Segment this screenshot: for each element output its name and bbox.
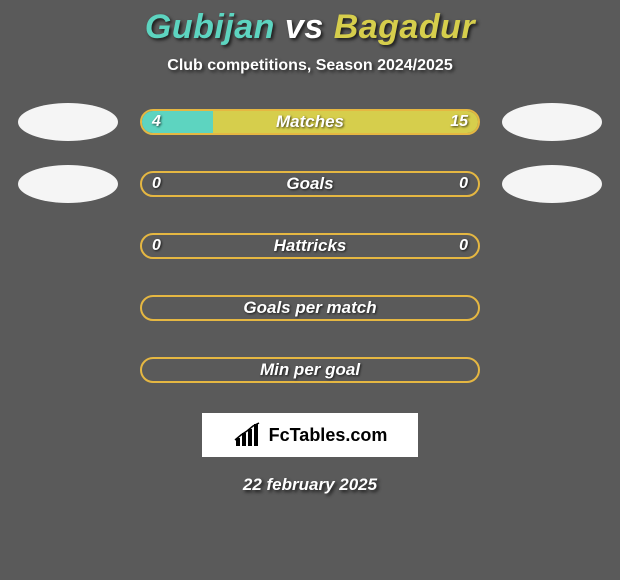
badge-placeholder	[502, 227, 602, 265]
team-right-badge-icon	[502, 165, 602, 203]
badge-placeholder	[18, 227, 118, 265]
stat-bar-goals-per-match: Goals per match	[140, 295, 480, 321]
badge-placeholder	[502, 351, 602, 389]
logo-chart-icon	[233, 422, 263, 448]
stat-label: Goals	[142, 173, 478, 195]
stats-container: 4Matches150Goals00Hattricks0Goals per ma…	[0, 103, 620, 389]
stat-row-matches: 4Matches15	[0, 103, 620, 141]
stat-value-right: 0	[459, 235, 468, 257]
team-right-name: Bagadur	[334, 8, 475, 46]
stat-label: Matches	[142, 111, 478, 133]
stat-row-min-per-goal: Min per goal	[0, 351, 620, 389]
stat-value-right: 0	[459, 173, 468, 195]
stat-label: Goals per match	[142, 297, 478, 319]
logo-text: FcTables.com	[269, 425, 388, 446]
content-wrapper: Gubijan vs Bagadur Club competitions, Se…	[0, 0, 620, 580]
stat-label: Min per goal	[142, 359, 478, 381]
stat-bar-goals: 0Goals0	[140, 171, 480, 197]
stat-bar-min-per-goal: Min per goal	[140, 357, 480, 383]
badge-placeholder	[18, 351, 118, 389]
team-left-badge-icon	[18, 103, 118, 141]
page-title: Gubijan vs Bagadur	[0, 8, 620, 47]
site-logo[interactable]: FcTables.com	[202, 413, 418, 457]
stat-bar-matches: 4Matches15	[140, 109, 480, 135]
team-left-name: Gubijan	[145, 8, 275, 46]
stat-row-hattricks: 0Hattricks0	[0, 227, 620, 265]
team-right-badge-icon	[502, 103, 602, 141]
badge-placeholder	[502, 289, 602, 327]
stat-row-goals-per-match: Goals per match	[0, 289, 620, 327]
badge-placeholder	[18, 289, 118, 327]
stat-label: Hattricks	[142, 235, 478, 257]
stat-row-goals: 0Goals0	[0, 165, 620, 203]
date-text: 22 february 2025	[0, 475, 620, 495]
subtitle: Club competitions, Season 2024/2025	[0, 57, 620, 75]
team-left-badge-icon	[18, 165, 118, 203]
stat-bar-hattricks: 0Hattricks0	[140, 233, 480, 259]
stat-value-right: 15	[450, 111, 468, 133]
vs-text: vs	[285, 8, 324, 46]
